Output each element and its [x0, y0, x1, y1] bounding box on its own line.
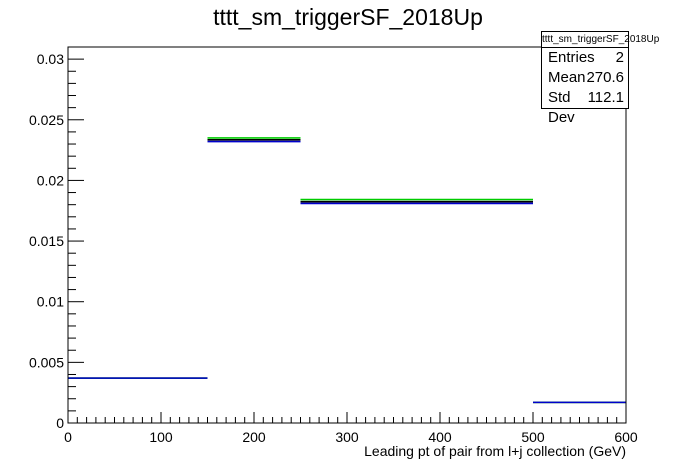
- x-tick-label: 300: [335, 429, 359, 445]
- x-tick-label: 600: [614, 429, 638, 445]
- y-tick-label: 0.015: [29, 233, 64, 249]
- x-tick-label: 200: [242, 429, 266, 445]
- y-tick-label: 0.03: [37, 51, 64, 67]
- stats-entries-value: 2: [615, 49, 624, 66]
- stats-stddev-row: Std Dev 112.1: [542, 88, 628, 126]
- x-tick-label: 100: [149, 429, 173, 445]
- stats-stddev-value: 112.1: [587, 89, 624, 106]
- stats-entries-label: Entries: [548, 49, 595, 66]
- axis-ticks: 0 100 200 300 400 500 600 0 0.005 0.01 0.015 0.02 0.…: [29, 46, 638, 445]
- stats-title: tttt_sm_triggerSF_2018Up: [542, 32, 659, 48]
- stats-mean-value: 270.6: [586, 69, 624, 86]
- x-tick-label: 400: [428, 429, 452, 445]
- y-tick-label: 0: [56, 415, 64, 431]
- histogram-marks: [68, 137, 626, 404]
- stats-stddev-label: Std Dev: [548, 89, 575, 126]
- x-tick-label: 0: [64, 429, 72, 445]
- x-axis-label: Leading pt of pair from l+j collection (…: [364, 443, 626, 459]
- x-tick-label: 500: [521, 429, 545, 445]
- y-tick-label: 0.025: [29, 112, 64, 128]
- y-tick-label: 0.005: [29, 354, 64, 370]
- y-tick-label: 0.01: [37, 294, 64, 310]
- stats-box: tttt_sm_triggerSF_2018Up Entries 2 Mean …: [541, 31, 659, 126]
- y-tick-label: 0.02: [37, 172, 64, 188]
- stats-entries-row: Entries 2: [542, 48, 628, 68]
- plot-frame: [67, 46, 627, 424]
- stats-mean-label: Mean: [548, 69, 586, 86]
- chart-title: tttt_sm_triggerSF_2018Up: [213, 4, 483, 30]
- stats-mean-row: Mean 270.6: [542, 68, 628, 88]
